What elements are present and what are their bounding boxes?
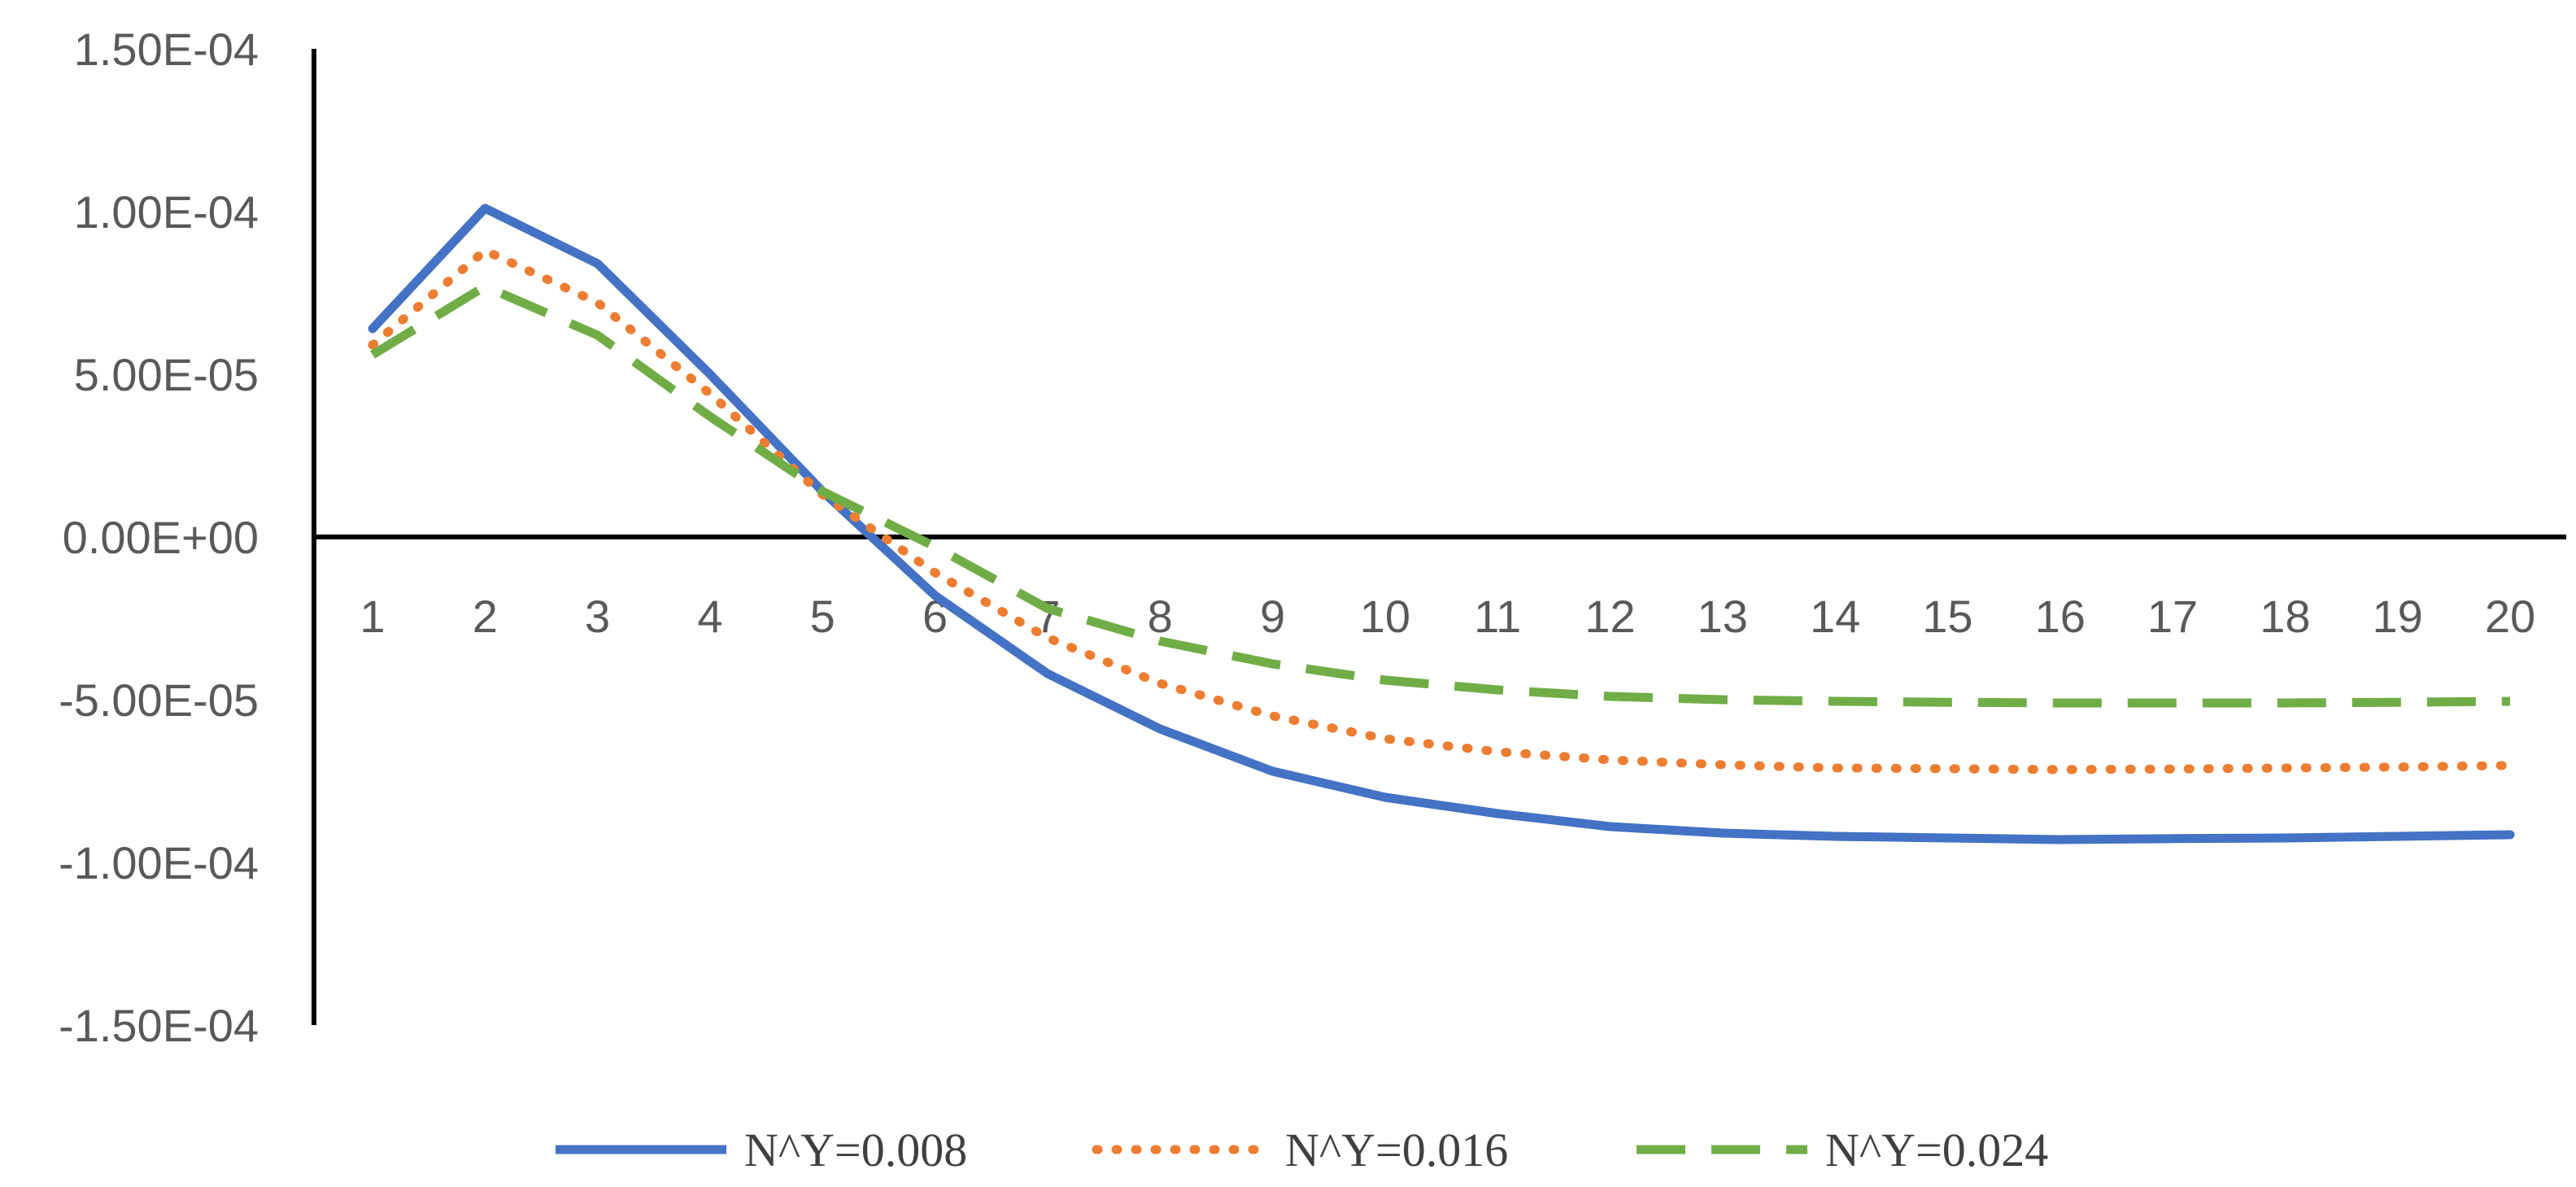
x-tick-label: 14 [1810, 591, 1860, 642]
x-tick-label: 1 [360, 591, 385, 642]
x-tick-label: 12 [1584, 591, 1635, 642]
x-tick-label: 18 [2260, 591, 2310, 642]
legend: N^Y=0.008 N^Y=0.016 N^Y=0.024 [556, 1124, 2048, 1176]
series-lines [368, 203, 2515, 844]
y-tick-label: -1.00E-04 [59, 837, 259, 888]
y-tick-label: 1.00E-04 [74, 186, 259, 238]
x-tick-label: 16 [2035, 591, 2086, 642]
legend-label-3: N^Y=0.024 [1825, 1124, 2048, 1176]
series-line-2 [368, 246, 2515, 775]
x-tick-label: 13 [1698, 591, 1748, 642]
legend-label-1: N^Y=0.008 [744, 1124, 967, 1176]
x-tick-label: 3 [585, 591, 610, 642]
x-tick-label: 2 [473, 591, 498, 642]
x-tick-label: 11 [1474, 591, 1521, 642]
x-tick-label: 8 [1148, 591, 1173, 642]
y-tick-label: 5.00E-05 [74, 349, 259, 400]
x-tick-label: 17 [2147, 591, 2198, 642]
x-axis-tick-labels: 1 2 3 4 5 6 7 8 9 10 11 12 13 14 15 16 17 18 19 20 [360, 591, 2535, 642]
x-tick-label: 15 [1922, 591, 1972, 642]
x-tick-label: 20 [2485, 591, 2535, 642]
x-tick-label: 4 [697, 591, 722, 642]
y-tick-label: -1.50E-04 [59, 1000, 259, 1051]
legend-label-2: N^Y=0.016 [1285, 1124, 1508, 1176]
y-tick-label: -5.00E-05 [59, 674, 259, 726]
series-line-3 [370, 281, 2511, 708]
y-axis-tick-labels: 1.50E-04 1.00E-04 5.00E-05 0.00E+00 -5.00E-0… [59, 24, 259, 1051]
y-tick-label: 0.00E+00 [63, 512, 259, 563]
x-tick-label: 9 [1260, 591, 1285, 642]
x-tick-label: 5 [810, 591, 835, 642]
y-tick-label: 1.50E-04 [74, 24, 259, 75]
series-line-1 [368, 203, 2515, 844]
x-tick-label: 19 [2373, 591, 2423, 642]
x-tick-label: 10 [1360, 591, 1410, 642]
